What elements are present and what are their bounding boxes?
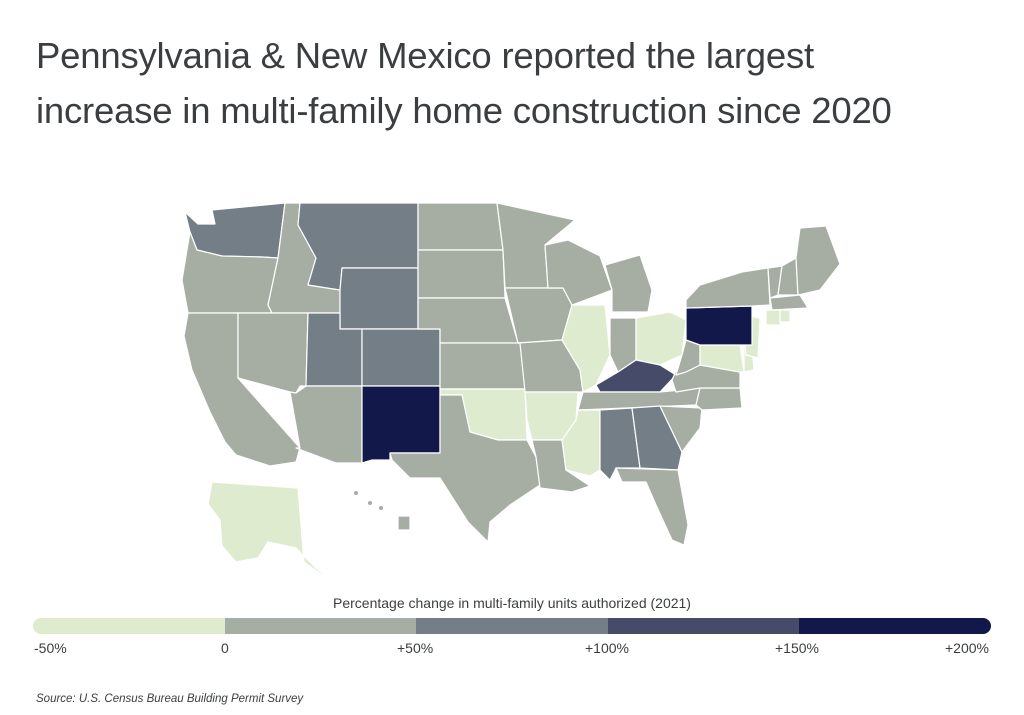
title-line-2: increase in multi-family home constructi…: [36, 90, 892, 131]
chart-title: Pennsylvania & New Mexico reported the l…: [36, 28, 1006, 138]
legend-tick-1: 0: [221, 640, 229, 656]
legend-title: Percentage change in multi-family units …: [333, 595, 691, 611]
title-line-1: Pennsylvania & New Mexico reported the l…: [36, 35, 814, 76]
legend-bin-4: [799, 618, 991, 634]
state-ri: [779, 309, 791, 323]
state-co: [361, 328, 441, 387]
legend-tick-2: +50%: [397, 640, 434, 656]
legend-color-bar: [33, 618, 991, 634]
state-fl: [615, 467, 689, 546]
state-ak: [207, 481, 337, 586]
legend-bin-3: [607, 618, 800, 634]
state-oh: [635, 311, 687, 366]
state-ct: [765, 309, 781, 326]
state-mi: [604, 254, 653, 313]
state-nm: [361, 385, 441, 464]
state-tx: [389, 394, 541, 543]
state-ky: [595, 359, 677, 393]
hawaii-island-2: [379, 506, 383, 510]
legend-tick-5: +200%: [945, 640, 989, 656]
hawaii-island-0: [354, 491, 358, 495]
state-nc: [695, 387, 743, 411]
state-me: [795, 225, 841, 296]
state-nh: [777, 257, 799, 296]
source-note: Source: U.S. Census Bureau Building Perm…: [36, 693, 304, 705]
state-nv: [237, 312, 309, 394]
state-ma: [769, 294, 809, 311]
state-ks: [439, 342, 526, 390]
legend-bin-2: [416, 618, 608, 634]
legend-tick-4: +150%: [775, 640, 819, 656]
hawaii-island-1: [368, 501, 372, 505]
state-il: [561, 304, 611, 393]
legend-bin-1: [224, 618, 417, 634]
state-nd: [417, 202, 504, 251]
state-wi: [544, 239, 613, 306]
legend-tick-0: -50%: [34, 640, 67, 656]
state-sc: [659, 405, 703, 453]
legend-bin-0: [33, 618, 225, 634]
state-ga: [631, 405, 683, 471]
legend-tick-3: +100%: [585, 640, 629, 656]
state-wa: [184, 202, 286, 259]
state-sd: [417, 249, 506, 299]
state-pa: [685, 305, 753, 346]
state-wy: [339, 267, 419, 330]
state-hi: [397, 515, 411, 531]
state-ny: [685, 267, 771, 309]
state-az: [289, 385, 363, 464]
